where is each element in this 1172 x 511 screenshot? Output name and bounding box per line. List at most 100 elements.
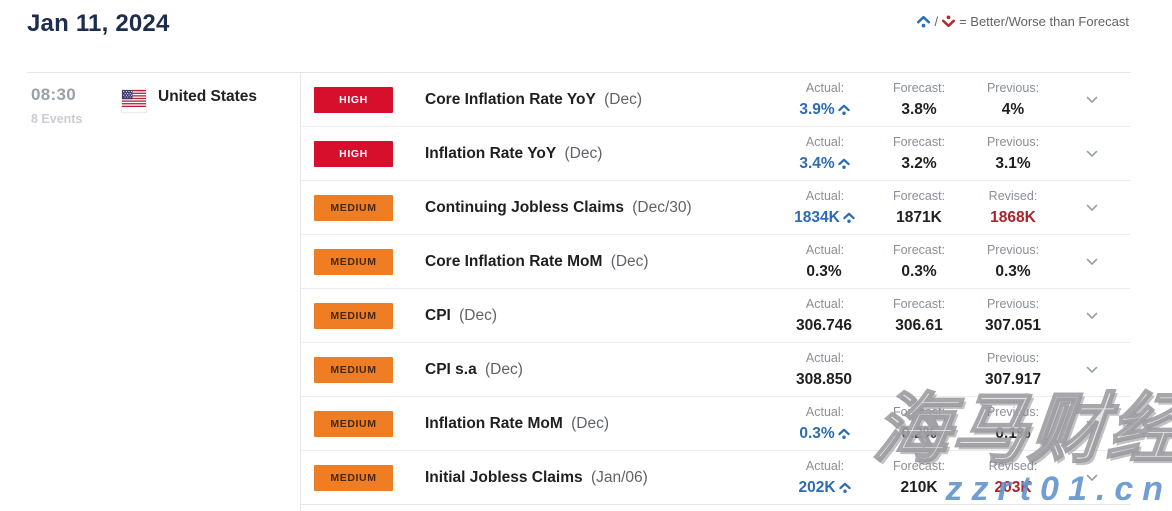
previous-column: Previous: 4% bbox=[966, 82, 1060, 117]
page-title: Jan 11, 2024 bbox=[27, 10, 170, 37]
forecast-value: 3.8% bbox=[901, 100, 937, 118]
expand-chevron-icon[interactable] bbox=[1060, 199, 1130, 217]
importance-badge: MEDIUM bbox=[314, 464, 393, 491]
actual-column: Actual: 1834K bbox=[778, 190, 872, 225]
country-block[interactable]: United States bbox=[122, 85, 257, 505]
previous-label: Previous: bbox=[986, 297, 1040, 311]
actual-value: 306.746 bbox=[795, 316, 853, 334]
next-group-edge bbox=[27, 505, 1131, 511]
previous-column: Revised: 1868K bbox=[966, 190, 1060, 225]
actual-label: Actual: bbox=[805, 189, 845, 203]
event-title: Inflation Rate YoY bbox=[425, 144, 557, 162]
expand-chevron-icon[interactable] bbox=[1060, 469, 1130, 487]
event-row[interactable]: MEDIUM Initial Jobless Claims (Jan/06) A… bbox=[301, 451, 1130, 505]
previous-label: Previous: bbox=[986, 135, 1040, 149]
importance-badge: MEDIUM bbox=[314, 302, 393, 329]
previous-label: Previous: bbox=[986, 81, 1040, 95]
importance-badge-cell: HIGH bbox=[301, 140, 413, 167]
forecast-label: Forecast: bbox=[892, 189, 946, 203]
previous-label: Previous: bbox=[986, 243, 1040, 257]
previous-column: Revised: 203K bbox=[966, 460, 1060, 495]
expand-chevron-icon[interactable] bbox=[1060, 145, 1130, 163]
expand-chevron-icon[interactable] bbox=[1060, 361, 1130, 379]
previous-column: Previous: 307.917 bbox=[966, 352, 1060, 387]
previous-value: 203K bbox=[994, 478, 1032, 496]
forecast-value: 0.2% bbox=[901, 424, 937, 442]
forecast-column: Forecast: 210K bbox=[872, 460, 966, 495]
previous-value: 307.051 bbox=[984, 316, 1042, 334]
event-row[interactable]: HIGH Inflation Rate YoY (Dec) Actual: 3.… bbox=[301, 127, 1130, 181]
event-time: 08:30 bbox=[31, 85, 76, 104]
actual-value: 202K bbox=[778, 479, 872, 496]
previous-column: Previous: 0.1% bbox=[966, 406, 1060, 441]
event-period: (Dec) bbox=[599, 90, 643, 108]
actual-value: 1834K bbox=[778, 209, 872, 226]
event-row[interactable]: MEDIUM Continuing Jobless Claims (Dec/30… bbox=[301, 181, 1130, 235]
event-row[interactable]: MEDIUM CPI (Dec) Actual: 306.746 Forecas… bbox=[301, 289, 1130, 343]
forecast-column: Forecast: 1871K bbox=[872, 190, 966, 225]
event-name-cell: Inflation Rate YoY (Dec) bbox=[413, 145, 778, 163]
previous-label: Revised: bbox=[988, 459, 1038, 473]
us-flag-icon bbox=[122, 90, 146, 112]
caret-up-dot-icon bbox=[916, 14, 931, 29]
forecast-value: 3.2% bbox=[901, 154, 937, 172]
event-row[interactable]: MEDIUM Inflation Rate MoM (Dec) Actual: … bbox=[301, 397, 1130, 451]
better-caret-icon bbox=[837, 427, 851, 440]
caret-down-dot-icon bbox=[941, 14, 956, 29]
previous-column: Previous: 307.051 bbox=[966, 298, 1060, 333]
importance-badge: MEDIUM bbox=[314, 410, 393, 437]
forecast-column: Forecast: 3.2% bbox=[872, 136, 966, 171]
forecast-column: Forecast: 0.2% bbox=[872, 406, 966, 441]
previous-value: 4% bbox=[1001, 100, 1025, 118]
time-block: 08:30 8 Events bbox=[27, 85, 122, 505]
event-title: Inflation Rate MoM bbox=[425, 414, 563, 432]
forecast-column: Forecast: 306.61 bbox=[872, 298, 966, 333]
actual-label: Actual: bbox=[805, 405, 845, 419]
legend-text: = Better/Worse than Forecast bbox=[959, 14, 1129, 29]
expand-chevron-icon[interactable] bbox=[1060, 91, 1130, 109]
importance-badge-cell: MEDIUM bbox=[301, 464, 413, 491]
actual-column: Actual: 0.3% bbox=[778, 406, 872, 441]
actual-label: Actual: bbox=[805, 459, 845, 473]
header: Jan 11, 2024 / = Better/Worse than Forec… bbox=[0, 0, 1172, 72]
actual-column: Actual: 3.9% bbox=[778, 82, 872, 117]
event-title: Initial Jobless Claims bbox=[425, 468, 583, 486]
event-period: (Dec) bbox=[480, 360, 523, 378]
forecast-label: Forecast: bbox=[892, 459, 946, 473]
importance-badge-cell: MEDIUM bbox=[301, 194, 413, 221]
event-row[interactable]: HIGH Core Inflation Rate YoY (Dec) Actua… bbox=[301, 73, 1130, 127]
forecast-label: Forecast: bbox=[892, 135, 946, 149]
better-caret-icon bbox=[837, 157, 851, 170]
actual-label: Actual: bbox=[805, 351, 845, 365]
event-period: (Dec) bbox=[566, 414, 609, 432]
event-row[interactable]: MEDIUM Core Inflation Rate MoM (Dec) Act… bbox=[301, 235, 1130, 289]
importance-badge-cell: MEDIUM bbox=[301, 248, 413, 275]
importance-badge: MEDIUM bbox=[314, 356, 393, 383]
importance-badge: MEDIUM bbox=[314, 248, 393, 275]
importance-badge-cell: MEDIUM bbox=[301, 356, 413, 383]
actual-column: Actual: 306.746 bbox=[778, 298, 872, 333]
event-row[interactable]: MEDIUM CPI s.a (Dec) Actual: 308.850 Pre… bbox=[301, 343, 1130, 397]
actual-label: Actual: bbox=[805, 243, 845, 257]
actual-value: 3.4% bbox=[778, 155, 872, 172]
better-caret-icon bbox=[842, 211, 856, 224]
event-title: Core Inflation Rate YoY bbox=[425, 90, 596, 108]
event-title: CPI bbox=[425, 306, 451, 324]
event-period: (Dec) bbox=[454, 306, 498, 324]
previous-value: 1868K bbox=[990, 208, 1036, 226]
previous-label: Previous: bbox=[986, 405, 1040, 419]
better-caret-icon bbox=[837, 103, 851, 116]
previous-value: 0.1% bbox=[995, 424, 1031, 442]
event-name-cell: Initial Jobless Claims (Jan/06) bbox=[413, 469, 778, 487]
actual-column: Actual: 308.850 bbox=[778, 352, 872, 387]
forecast-value: 306.61 bbox=[895, 316, 943, 334]
importance-badge: MEDIUM bbox=[314, 194, 393, 221]
expand-chevron-icon[interactable] bbox=[1060, 415, 1130, 433]
forecast-value: 210K bbox=[900, 478, 938, 496]
actual-column: Actual: 3.4% bbox=[778, 136, 872, 171]
event-period: (Dec) bbox=[560, 144, 603, 162]
forecast-column: Forecast: 3.8% bbox=[872, 82, 966, 117]
expand-chevron-icon[interactable] bbox=[1060, 307, 1130, 325]
expand-chevron-icon[interactable] bbox=[1060, 253, 1130, 271]
